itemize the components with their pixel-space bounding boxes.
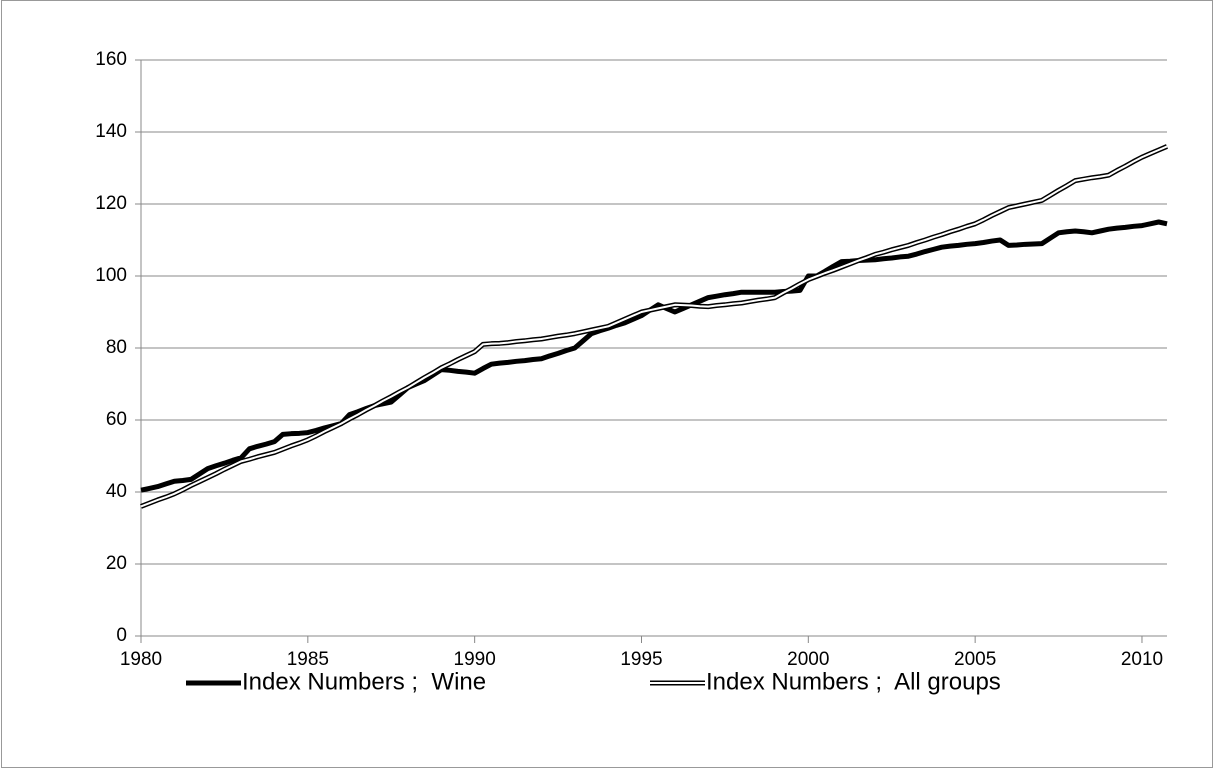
- y-tick-label: 60: [106, 409, 127, 430]
- x-tick-label: 2005: [954, 649, 996, 670]
- legend-label: Index Numbers ; All groups: [706, 668, 1001, 695]
- x-tick-label: 2010: [1121, 649, 1163, 670]
- y-tick-label: 0: [116, 625, 127, 646]
- x-tick-label: 2000: [787, 649, 829, 670]
- legend-label: Index Numbers ; Wine: [242, 668, 486, 695]
- x-tick-label: 1990: [454, 649, 496, 670]
- y-tick-label: 40: [106, 481, 127, 502]
- x-tick-label: 1995: [620, 649, 662, 670]
- x-tick-label: 1980: [120, 649, 162, 670]
- y-tick-label: 100: [95, 265, 127, 286]
- y-tick-label: 80: [106, 337, 127, 358]
- y-tick-label: 120: [95, 193, 127, 214]
- x-tick-label: 1985: [287, 649, 329, 670]
- y-tick-label: 160: [95, 49, 127, 70]
- y-tick-label: 20: [106, 553, 127, 574]
- series-line-inner: [140, 145, 1168, 508]
- y-tick-label: 140: [95, 121, 127, 142]
